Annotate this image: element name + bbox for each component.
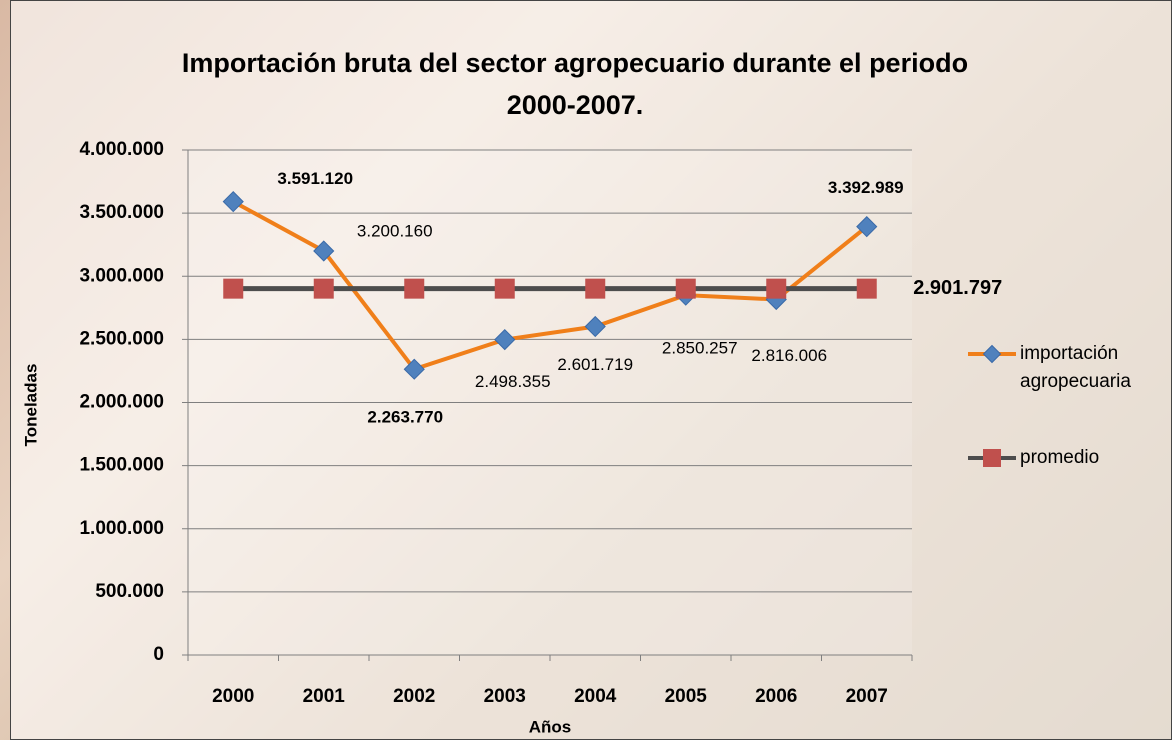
x-tick-label: 2005 — [665, 686, 708, 707]
x-axis-label: Años — [529, 717, 572, 736]
x-tick-label: 2000 — [212, 686, 254, 707]
data-point — [314, 279, 334, 299]
data-point — [766, 279, 786, 299]
y-tick-label: 1.500.000 — [79, 455, 164, 476]
data-point — [676, 279, 696, 299]
y-tick-label: 3.000.000 — [79, 265, 164, 286]
data-point — [585, 279, 605, 299]
data-label: 2.263.770 — [367, 408, 443, 427]
legend-swatch — [968, 448, 1018, 468]
x-tick-label: 2001 — [303, 686, 346, 707]
y-tick-label: 4.000.000 — [79, 139, 164, 160]
data-label: 3.200.160 — [357, 221, 433, 240]
data-label: 2.498.355 — [475, 372, 551, 391]
legend-entry: importación agropecuaria — [968, 340, 1160, 396]
legend-label: promedio — [1020, 447, 1099, 468]
data-label: 2.850.257 — [662, 339, 738, 358]
page: 0 500.000 1.000.000 1.500.000 2.000.000 2.500… — [0, 0, 1172, 740]
x-tick-label: 2002 — [393, 686, 435, 707]
y-tick-label: 2.000.000 — [79, 392, 164, 413]
y-tick-label: 500.000 — [95, 581, 164, 602]
legend-entry: promedio — [968, 444, 1168, 472]
data-point — [404, 279, 424, 299]
data-label: 3.591.120 — [277, 169, 353, 188]
y-tick-label: 2.500.000 — [79, 328, 164, 349]
y-axis-label: Toneladas — [21, 364, 40, 447]
data-label: 2.601.719 — [557, 355, 633, 374]
data-point — [857, 279, 877, 299]
x-tick-label: 2006 — [755, 686, 797, 707]
data-point — [223, 279, 243, 299]
y-tick-label: 1.000.000 — [79, 518, 164, 539]
data-label: 2.816.006 — [751, 346, 827, 365]
chart-title: Importación bruta del sector agropecuari… — [150, 42, 1000, 126]
data-label: 2.901.797 — [913, 277, 1002, 299]
y-tick-label: 3.500.000 — [79, 202, 164, 223]
legend: importación agropecuaria promedio — [968, 340, 1168, 472]
data-label: 3.392.989 — [828, 178, 904, 197]
x-tick-label: 2007 — [846, 686, 888, 707]
x-tick-label: 2003 — [484, 686, 526, 707]
data-point — [495, 279, 515, 299]
legend-label: importación agropecuaria — [1020, 343, 1131, 392]
x-tick-label: 2004 — [574, 686, 617, 707]
y-tick-label: 0 — [153, 644, 164, 665]
legend-swatch — [968, 344, 1018, 364]
